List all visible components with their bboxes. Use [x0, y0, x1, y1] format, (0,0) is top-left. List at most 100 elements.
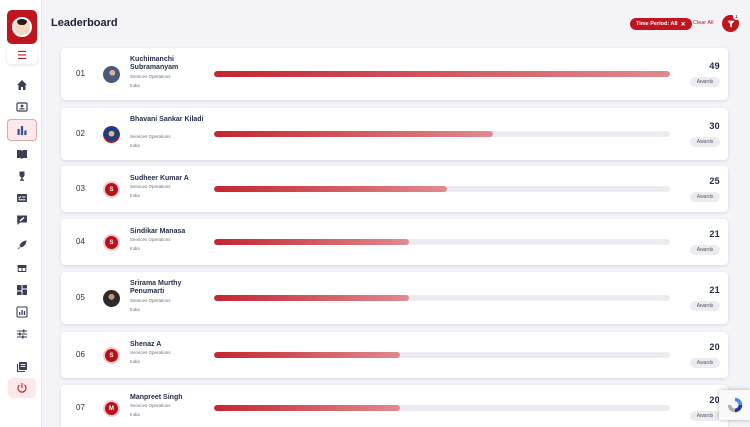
- employee-country: India: [130, 193, 140, 198]
- employee-department: Services Operations: [130, 237, 171, 242]
- awards-progress-track: [214, 352, 670, 358]
- awards-progress-fill: [214, 295, 410, 301]
- sidebar: ☰: [0, 0, 42, 427]
- awards-progress-fill: [214, 186, 447, 192]
- awards-progress-track: [214, 71, 670, 77]
- home-icon[interactable]: [8, 75, 36, 95]
- rank-number: 06: [76, 350, 85, 359]
- sliders-icon[interactable]: [8, 324, 36, 344]
- awards-count: 49: [709, 61, 720, 71]
- rank-number: 05: [76, 293, 85, 302]
- awards-count: 21: [709, 285, 720, 295]
- employee-country: India: [130, 143, 140, 148]
- avatar: M: [103, 400, 120, 417]
- awards-label: Awards: [690, 245, 720, 255]
- avatar-initial: S: [109, 186, 114, 193]
- awards-count: 30: [709, 121, 720, 131]
- awards-count: 20: [709, 342, 720, 352]
- power-icon[interactable]: [8, 378, 36, 398]
- rocket-icon[interactable]: [8, 235, 36, 255]
- dashboard-icon[interactable]: [8, 280, 36, 300]
- employee-country: India: [130, 83, 140, 88]
- library-icon[interactable]: [8, 357, 36, 377]
- employee-department: Services Operations: [130, 350, 171, 355]
- employee-name: Sindikar Manasa: [130, 228, 186, 235]
- hamburger-menu-button[interactable]: ☰: [7, 46, 37, 64]
- awards-label: Awards: [690, 411, 720, 421]
- employee-name: Kuchimanchi Subramanyam: [130, 56, 179, 71]
- rank-number: 03: [76, 184, 85, 193]
- avatar: [103, 290, 120, 307]
- close-icon[interactable]: ✕: [680, 21, 686, 28]
- leaderboard-chart-icon[interactable]: [7, 119, 37, 141]
- employee-department: Services Operations: [130, 74, 171, 79]
- awards-count: 21: [709, 229, 720, 239]
- leaderboard-row[interactable]: 06 S Shenaz A Services Operations India 20 Awa…: [61, 332, 728, 378]
- employee-name: Shenaz A: [130, 341, 162, 348]
- recaptcha-badge[interactable]: [719, 390, 750, 420]
- avatar: S: [103, 347, 120, 364]
- gift-icon[interactable]: [8, 257, 36, 277]
- awards-count: 25: [709, 176, 720, 186]
- chip-label: Time Period: All: [636, 21, 678, 27]
- avatar-initial: M: [109, 405, 114, 412]
- awards-count: 20: [709, 395, 720, 405]
- recaptcha-icon: [727, 397, 742, 413]
- rank-number: 01: [76, 69, 85, 78]
- awards-progress-track: [214, 131, 670, 137]
- report-icon[interactable]: [8, 302, 36, 322]
- awards-progress-track: [214, 405, 670, 411]
- employee-department: Services Operations: [130, 403, 171, 408]
- awards-label: Awards: [690, 358, 720, 368]
- employee-name: Sudheer Kumar A: [130, 175, 189, 182]
- rank-number: 07: [76, 403, 85, 412]
- page-title: Leaderboard: [51, 17, 118, 29]
- leaderboard-row[interactable]: 07 M Manpreet Singh Services Operations Indi…: [61, 385, 728, 427]
- avatar: S: [103, 181, 120, 198]
- leaderboard-row[interactable]: 05 Srirama Murthy Penumarti Services Opera…: [61, 272, 728, 324]
- avatar-initial: S: [109, 352, 114, 359]
- book-icon[interactable]: [8, 144, 36, 164]
- awards-progress-fill: [214, 352, 401, 358]
- employee-country: India: [130, 246, 140, 251]
- feedback-icon[interactable]: [8, 210, 36, 230]
- profile-card-icon[interactable]: [8, 97, 36, 117]
- employee-department: Services Operations: [130, 184, 171, 189]
- leaderboard-row[interactable]: 04 S Sindikar Manasa Services Operations Ind…: [61, 219, 728, 265]
- clear-all-link[interactable]: Clear All: [693, 20, 714, 26]
- leaderboard-row[interactable]: 01 Kuchimanchi Subramanyam Services Operat…: [61, 48, 728, 100]
- user-avatar[interactable]: [7, 10, 37, 44]
- employee-country: India: [130, 307, 140, 312]
- trophy-icon[interactable]: [8, 166, 36, 186]
- avatar-face-icon: [12, 17, 32, 37]
- employee-department: Services Operations: [130, 134, 171, 139]
- awards-progress-track: [214, 295, 670, 301]
- filter-count-badge: 1: [733, 13, 740, 20]
- avatar: [103, 126, 120, 143]
- employee-country: India: [130, 359, 140, 364]
- awards-label: Awards: [690, 301, 720, 311]
- awards-progress-track: [214, 186, 670, 192]
- avatar-initial: S: [109, 239, 114, 246]
- awards-progress-track: [214, 239, 670, 245]
- avatar: [103, 66, 120, 83]
- employee-country: India: [130, 412, 140, 417]
- rank-number: 02: [76, 129, 85, 138]
- time-period-filter-chip[interactable]: Time Period: All ✕: [630, 18, 692, 30]
- employee-department: Services Operations: [130, 298, 171, 303]
- awards-progress-fill: [214, 131, 494, 137]
- awards-progress-fill: [214, 239, 410, 245]
- employee-name: Bhavani Sankar Kiladi: [130, 116, 204, 123]
- employee-name: Srirama Murthy Penumarti: [130, 280, 182, 295]
- rank-number: 04: [76, 237, 85, 246]
- awards-progress-fill: [214, 71, 670, 77]
- filter-icon: [726, 20, 735, 27]
- leaderboard-row[interactable]: 03 S Sudheer Kumar A Services Operations Ind…: [61, 166, 728, 212]
- awards-label: Awards: [690, 192, 720, 202]
- checklist-icon[interactable]: [8, 188, 36, 208]
- awards-progress-fill: [214, 405, 401, 411]
- leaderboard-row[interactable]: 02 Bhavani Sankar Kiladi Services Operatio…: [61, 108, 728, 160]
- employee-name: Manpreet Singh: [130, 394, 183, 401]
- awards-label: Awards: [690, 77, 720, 87]
- avatar: S: [103, 234, 120, 251]
